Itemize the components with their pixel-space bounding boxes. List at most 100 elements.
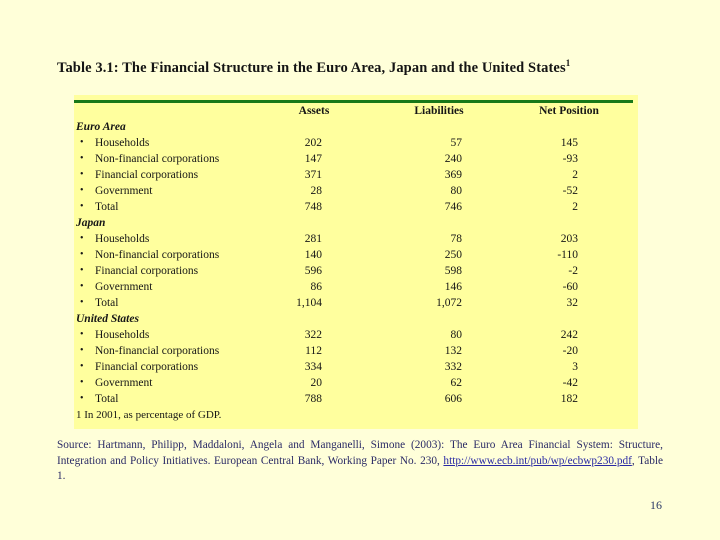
bullet-icon: • bbox=[80, 265, 84, 276]
bullet-icon: • bbox=[80, 281, 84, 292]
liabilities-value: 332 bbox=[444, 361, 462, 373]
row-label: Households bbox=[95, 329, 150, 341]
title-footnote-marker: 1 bbox=[565, 58, 571, 68]
assets-value: 1,104 bbox=[296, 297, 322, 309]
table-row: • Total 1,104 1,072 32 bbox=[74, 295, 638, 311]
bullet-icon: • bbox=[80, 233, 84, 244]
net-position-value: -60 bbox=[562, 281, 578, 293]
table-row: • Financial corporations 596 598 -2 bbox=[74, 263, 638, 279]
column-header-assets: Assets bbox=[298, 105, 330, 117]
assets-value: 281 bbox=[304, 233, 322, 245]
liabilities-value: 80 bbox=[450, 329, 463, 341]
liabilities-value: 606 bbox=[444, 393, 462, 405]
liabilities-value: 369 bbox=[444, 169, 462, 181]
table-row: • Financial corporations 334 332 3 bbox=[74, 359, 638, 375]
liabilities-value: 146 bbox=[444, 281, 462, 293]
row-label: Financial corporations bbox=[95, 169, 199, 181]
bullet-icon: • bbox=[80, 377, 84, 388]
bullet-icon: • bbox=[80, 249, 84, 260]
bullet-icon: • bbox=[80, 361, 84, 372]
net-position-value: 145 bbox=[560, 137, 578, 149]
assets-value: 334 bbox=[304, 361, 322, 373]
bullet-icon: • bbox=[80, 185, 84, 196]
source-text-suffix: , Table 1. bbox=[57, 454, 664, 483]
assets-value: 748 bbox=[304, 201, 322, 213]
row-label: Financial corporations bbox=[95, 265, 199, 277]
assets-value: 140 bbox=[304, 249, 322, 261]
assets-value: 596 bbox=[304, 265, 322, 277]
table-row: • Households 322 80 242 bbox=[74, 327, 638, 343]
table-footnote: 1 In 2001, as percentage of GDP. bbox=[76, 409, 222, 421]
bullet-icon: • bbox=[80, 329, 84, 340]
assets-value: 202 bbox=[304, 137, 322, 149]
net-position-value: -93 bbox=[562, 153, 578, 165]
assets-value: 147 bbox=[304, 153, 322, 165]
table-title-text: Table 3.1: The Financial Structure in th… bbox=[57, 59, 566, 76]
liabilities-value: 57 bbox=[450, 137, 463, 149]
page-number: 16 bbox=[650, 498, 662, 512]
table-row: • Government 20 62 -42 bbox=[74, 375, 638, 391]
liabilities-value: 746 bbox=[444, 201, 462, 213]
column-header-net-position: Net Position bbox=[539, 105, 599, 117]
source-citation: Source: Hartmann, Philipp, Maddaloni, An… bbox=[57, 438, 663, 485]
table-row: • Non-financial corporations 140 250 -110 bbox=[74, 247, 638, 263]
column-header-liabilities: Liabilities bbox=[414, 105, 464, 117]
row-label: Total bbox=[95, 297, 119, 309]
source-link[interactable]: http://www.ecb.int/pub/wp/ecbwp230.pdf bbox=[443, 454, 632, 467]
net-position-value: -110 bbox=[557, 249, 578, 261]
assets-value: 371 bbox=[304, 169, 322, 181]
table-row: • Households 281 78 203 bbox=[74, 231, 638, 247]
table-header-row: Assets Liabilities Net Position bbox=[74, 103, 638, 119]
bullet-icon: • bbox=[80, 137, 84, 148]
liabilities-value: 240 bbox=[444, 153, 462, 165]
net-position-value: 203 bbox=[560, 233, 578, 245]
source-text: Source: Hartmann, Philipp, Maddaloni, An… bbox=[57, 439, 663, 467]
net-position-value: 2 bbox=[572, 201, 578, 213]
net-position-value: -52 bbox=[562, 185, 578, 197]
bullet-icon: • bbox=[80, 153, 84, 164]
net-position-value: -20 bbox=[562, 345, 578, 357]
bullet-icon: • bbox=[80, 169, 84, 180]
liabilities-value: 78 bbox=[450, 233, 463, 245]
net-position-value: 2 bbox=[572, 169, 578, 181]
row-label: Non-financial corporations bbox=[95, 345, 220, 357]
liabilities-value: 132 bbox=[444, 345, 462, 357]
row-label: Government bbox=[95, 377, 153, 389]
bullet-icon: • bbox=[80, 393, 84, 404]
net-position-value: -2 bbox=[568, 265, 578, 277]
header-empty-cell bbox=[74, 103, 254, 119]
financial-structure-table: Assets Liabilities Net Position Euro Are… bbox=[74, 95, 638, 429]
table-row: • Financial corporations 371 369 2 bbox=[74, 167, 638, 183]
row-label: Households bbox=[95, 233, 150, 245]
table-row: • Total 788 606 182 bbox=[74, 391, 638, 407]
assets-value: 20 bbox=[310, 377, 323, 389]
liabilities-value: 80 bbox=[450, 185, 463, 197]
bullet-icon: • bbox=[80, 345, 84, 356]
table-row: • Government 28 80 -52 bbox=[74, 183, 638, 199]
liabilities-value: 250 bbox=[444, 249, 462, 261]
net-position-value: 242 bbox=[560, 329, 578, 341]
table-row: • Non-financial corporations 112 132 -20 bbox=[74, 343, 638, 359]
liabilities-value: 598 bbox=[444, 265, 462, 277]
net-position-value: 3 bbox=[572, 361, 578, 373]
row-label: Total bbox=[95, 393, 119, 405]
bullet-icon: • bbox=[80, 297, 84, 308]
section-header-euro-area: Euro Area bbox=[76, 121, 126, 133]
section-header-united-states: United States bbox=[76, 313, 139, 325]
row-label: Households bbox=[95, 137, 150, 149]
table-row: • Total 748 746 2 bbox=[74, 199, 638, 215]
liabilities-value: 1,072 bbox=[436, 297, 462, 309]
section-header-japan: Japan bbox=[76, 217, 106, 229]
table-top-rule bbox=[74, 100, 633, 103]
page-title: Table 3.1: The Financial Structure in th… bbox=[57, 58, 677, 77]
assets-value: 112 bbox=[305, 345, 322, 357]
assets-value: 28 bbox=[310, 185, 323, 197]
row-label: Non-financial corporations bbox=[95, 153, 220, 165]
row-label: Non-financial corporations bbox=[95, 249, 220, 261]
bullet-icon: • bbox=[80, 201, 84, 212]
assets-value: 788 bbox=[304, 393, 322, 405]
row-label: Total bbox=[95, 201, 119, 213]
row-label: Government bbox=[95, 281, 153, 293]
net-position-value: 182 bbox=[560, 393, 578, 405]
